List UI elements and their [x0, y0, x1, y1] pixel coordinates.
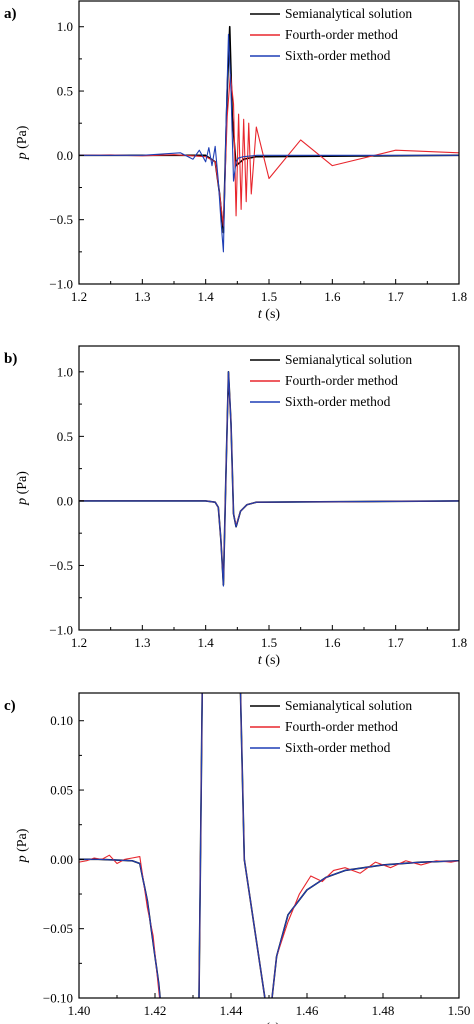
x-tick-label: 1.3 — [134, 289, 150, 304]
series-line-1 — [79, 693, 459, 998]
panel-label: a) — [4, 6, 17, 22]
panel-b: 1.2 1.3 1.4 1.5 1.6 1.7 1.8 −1.0 −0.5 0.0 0.5 1.0 t … — [4, 345, 467, 668]
x-tick-label: 1.46 — [296, 1003, 319, 1018]
series-line-2 — [79, 693, 459, 998]
x-tick-label: 1.2 — [71, 635, 87, 650]
y-tick-label: −0.05 — [43, 921, 73, 936]
y-tick-label: 0.0 — [57, 493, 73, 508]
plot-frame — [78, 345, 460, 631]
y-tick-label: 0.00 — [50, 852, 73, 867]
x-tick-label: 1.8 — [451, 635, 467, 650]
series-line-2 — [79, 73, 459, 227]
y-tick-label: −0.10 — [43, 991, 73, 1006]
legend-label: Sixth-order method — [285, 740, 391, 755]
x-tick-label: 1.48 — [372, 1003, 395, 1018]
y-tick-label: 0.5 — [57, 429, 73, 444]
x-tick-label: 1.42 — [144, 1003, 167, 1018]
x-tick-label: 1.40 — [68, 1003, 91, 1018]
x-tick-label: 1.6 — [324, 635, 341, 650]
series-line-1 — [79, 371, 459, 586]
y-tick-label: −0.5 — [49, 558, 73, 573]
legend-label: Sixth-order method — [285, 48, 391, 63]
panel-label: c) — [4, 698, 16, 714]
panel-label: b) — [4, 351, 17, 367]
series-line-1 — [79, 25, 459, 234]
legend-label: Semianalytical solution — [285, 6, 412, 21]
x-axis-label: t (s) — [258, 653, 281, 668]
legend-label: Fourth-order method — [285, 719, 398, 734]
y-tick-label: 0.05 — [50, 783, 73, 798]
legend: Semianalytical solution Fourth-order meth… — [250, 698, 412, 755]
y-tick-label: 0.5 — [57, 84, 73, 99]
y-tick-label: 0.0 — [57, 148, 73, 163]
y-tick-label: −1.0 — [49, 623, 73, 638]
x-tick-label: 1.44 — [220, 1003, 243, 1018]
y-tick-label: 1.0 — [57, 19, 73, 34]
y-tick-label: 0.10 — [50, 713, 73, 728]
series-line-2 — [79, 372, 459, 585]
legend: Semianalytical solution Fourth-order meth… — [250, 6, 412, 63]
x-tick-label: 1.8 — [451, 289, 467, 304]
legend: Semianalytical solution Fourth-order meth… — [250, 352, 412, 409]
y-axis-label: p (Pa) — [15, 471, 30, 506]
legend-label: Fourth-order method — [285, 373, 398, 388]
x-tick-label: 1.6 — [324, 289, 341, 304]
y-tick-label: −1.0 — [49, 277, 73, 292]
y-tick-label: −0.5 — [49, 212, 73, 227]
legend-label: Semianalytical solution — [285, 698, 412, 713]
series-line-3 — [79, 371, 459, 587]
legend-label: Fourth-order method — [285, 27, 398, 42]
x-tick-label: 1.5 — [261, 289, 277, 304]
y-axis-label: p (Pa) — [15, 125, 30, 160]
x-axis-label: t (s) — [258, 1021, 281, 1024]
panel-c: 1.40 1.42 1.44 1.46 1.48 1.50 −0.10 −0.05 0.00 0.… — [4, 692, 471, 1024]
y-tick-label: 1.0 — [57, 364, 73, 379]
x-tick-label: 1.50 — [448, 1003, 471, 1018]
legend-label: Sixth-order method — [285, 394, 391, 409]
x-tick-label: 1.7 — [388, 635, 405, 650]
x-tick-label: 1.5 — [261, 635, 277, 650]
y-axis-label: p (Pa) — [15, 828, 30, 863]
legend-label: Semianalytical solution — [285, 352, 412, 367]
x-tick-label: 1.2 — [71, 289, 87, 304]
series-line-3 — [79, 33, 459, 253]
series-line-3 — [79, 693, 459, 998]
x-axis-label: t (s) — [258, 307, 281, 322]
x-tick-label: 1.7 — [388, 289, 405, 304]
panel-a: 1.2 1.3 1.4 1.5 1.6 1.7 1.8 −1.0 −0.5 0.0 0.5 1.0 t … — [4, 0, 467, 322]
plot-frame — [78, 692, 460, 999]
x-tick-label: 1.4 — [198, 635, 215, 650]
plot-frame — [78, 0, 460, 285]
x-tick-label: 1.4 — [198, 289, 215, 304]
x-tick-label: 1.3 — [134, 635, 150, 650]
